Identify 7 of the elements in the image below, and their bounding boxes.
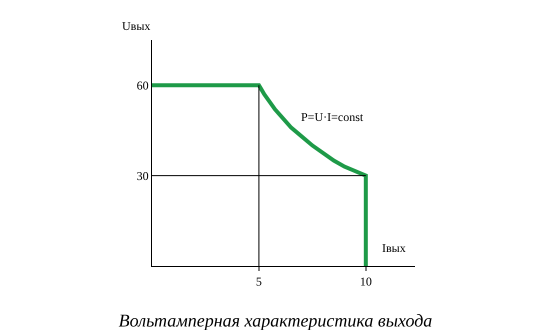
y-tick-label: 30 [136, 168, 149, 183]
y-axis-title: Uвых [122, 19, 150, 33]
y-tick-label: 60 [136, 78, 149, 92]
x-tick-label: 10 [360, 274, 372, 288]
x-axis-title: Iвых [382, 241, 406, 255]
x-tick-label: 5 [256, 274, 262, 288]
annotation: P=U·I=const [301, 110, 364, 124]
